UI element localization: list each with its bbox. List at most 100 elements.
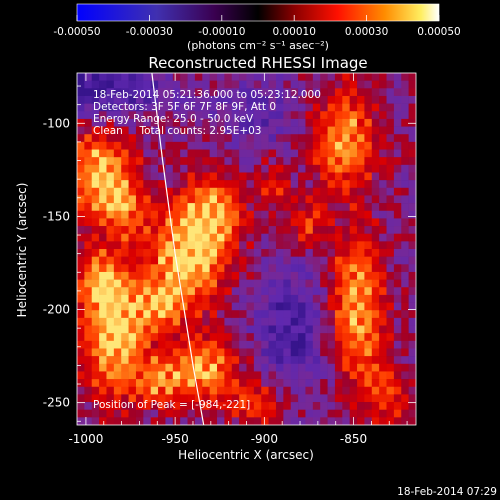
heatmap-cell: [364, 226, 373, 234]
heatmap-cell: [393, 287, 402, 296]
heatmap-cell: [261, 103, 269, 112]
heatmap-cell: [312, 371, 321, 380]
heatmap-cell: [158, 409, 166, 418]
heatmap-cell: [401, 271, 409, 280]
heatmap-cell: [113, 333, 122, 342]
heatmap-cell: [187, 241, 196, 250]
heatmap-cell: [224, 317, 233, 326]
heatmap-cell: [202, 264, 210, 273]
heatmap-cell: [342, 302, 350, 311]
heatmap-cell: [327, 210, 336, 219]
heatmap-cell: [290, 394, 299, 403]
heatmap-cell: [135, 73, 144, 81]
heatmap-cell: [305, 195, 314, 204]
heatmap-cell: [334, 256, 343, 265]
heatmap-cell: [401, 134, 409, 143]
heatmap-cell: [261, 340, 269, 349]
heatmap-cell: [180, 394, 188, 403]
heatmap-cell: [180, 379, 188, 388]
heatmap-cell: [172, 218, 181, 227]
heatmap-cell: [150, 386, 159, 395]
heatmap-cell: [77, 141, 85, 150]
heatmap-cell: [312, 226, 321, 234]
heatmap-cell: [135, 80, 144, 89]
heatmap-cell: [143, 172, 151, 181]
heatmap-cell: [202, 325, 210, 334]
heatmap-cell: [393, 310, 402, 319]
heatmap-cell: [99, 386, 107, 395]
heatmap-cell: [113, 134, 122, 143]
heatmap-cell: [209, 180, 218, 189]
heatmap-cell: [165, 379, 174, 388]
heatmap-cell: [364, 386, 373, 395]
heatmap-cell: [283, 249, 292, 257]
heatmap-cell: [364, 379, 373, 388]
heatmap-cell: [312, 333, 321, 342]
heatmap-cell: [268, 371, 277, 380]
heatmap-cell: [99, 95, 107, 104]
heatmap-cell: [180, 111, 188, 120]
heatmap-cell: [158, 195, 166, 204]
heatmap-cell: [386, 172, 395, 181]
heatmap-cell: [298, 340, 306, 349]
heatmap-cell: [165, 172, 174, 181]
heatmap-cell: [371, 386, 380, 395]
heatmap-cell: [312, 287, 321, 296]
heatmap-cell: [371, 340, 380, 349]
heatmap-cell: [320, 187, 328, 196]
heatmap-cell: [217, 195, 225, 204]
heatmap-cell: [165, 180, 174, 189]
heatmap-cell: [408, 264, 416, 273]
heatmap-cell: [180, 172, 188, 181]
peak-position-label: Position of Peak = [-984,-221]: [93, 399, 250, 411]
heatmap-cell: [393, 73, 402, 81]
heatmap-cell: [334, 287, 343, 296]
heatmap-cell: [342, 249, 350, 257]
heatmap-cell: [84, 279, 93, 288]
heatmap-cell: [253, 195, 262, 204]
heatmap-cell: [113, 164, 122, 173]
heatmap-cell: [91, 149, 100, 158]
heatmap-cell: [401, 402, 409, 410]
heatmap-cell: [290, 195, 299, 204]
heatmap-cell: [253, 134, 262, 143]
heatmap-cell: [187, 172, 196, 181]
heatmap-cell: [379, 417, 387, 425]
heatmap-cell: [180, 80, 188, 89]
heatmap-cell: [275, 149, 284, 158]
heatmap-cell: [91, 203, 100, 212]
y-tick-labels: -100-150-200-250: [43, 116, 70, 409]
heatmap-cell: [334, 141, 343, 150]
heatmap-cell: [312, 210, 321, 219]
heatmap-cell: [180, 134, 188, 143]
heatmap-cell: [84, 226, 93, 234]
heatmap-cell: [386, 287, 395, 296]
heatmap-cell: [312, 264, 321, 273]
heatmap-cell: [128, 73, 137, 81]
heatmap-cell: [357, 371, 365, 380]
heatmap-cell: [312, 134, 321, 143]
heatmap-cell: [401, 73, 409, 81]
heatmap-cell: [357, 310, 365, 319]
heatmap-cell: [224, 180, 233, 189]
heatmap-cell: [408, 310, 416, 319]
heatmap-cell: [128, 241, 137, 250]
heatmap-cell: [180, 226, 188, 234]
heatmap-cell: [113, 402, 122, 410]
heatmap-cell: [194, 141, 203, 150]
heatmap-cell: [135, 141, 144, 150]
heatmap-cell: [77, 325, 85, 334]
heatmap-cell: [334, 348, 343, 357]
heatmap-cell: [401, 172, 409, 181]
heatmap-cell: [327, 88, 336, 97]
heatmap-cell: [298, 164, 306, 173]
heatmap-cell: [180, 249, 188, 257]
heatmap-cell: [290, 279, 299, 288]
heatmap-cell: [121, 317, 129, 326]
heatmap-cell: [246, 134, 255, 143]
heatmap-cell: [128, 386, 137, 395]
heatmap-cell: [239, 371, 247, 380]
heatmap-cell: [84, 310, 93, 319]
heatmap-cell: [180, 149, 188, 158]
heatmap-cell: [113, 241, 122, 250]
